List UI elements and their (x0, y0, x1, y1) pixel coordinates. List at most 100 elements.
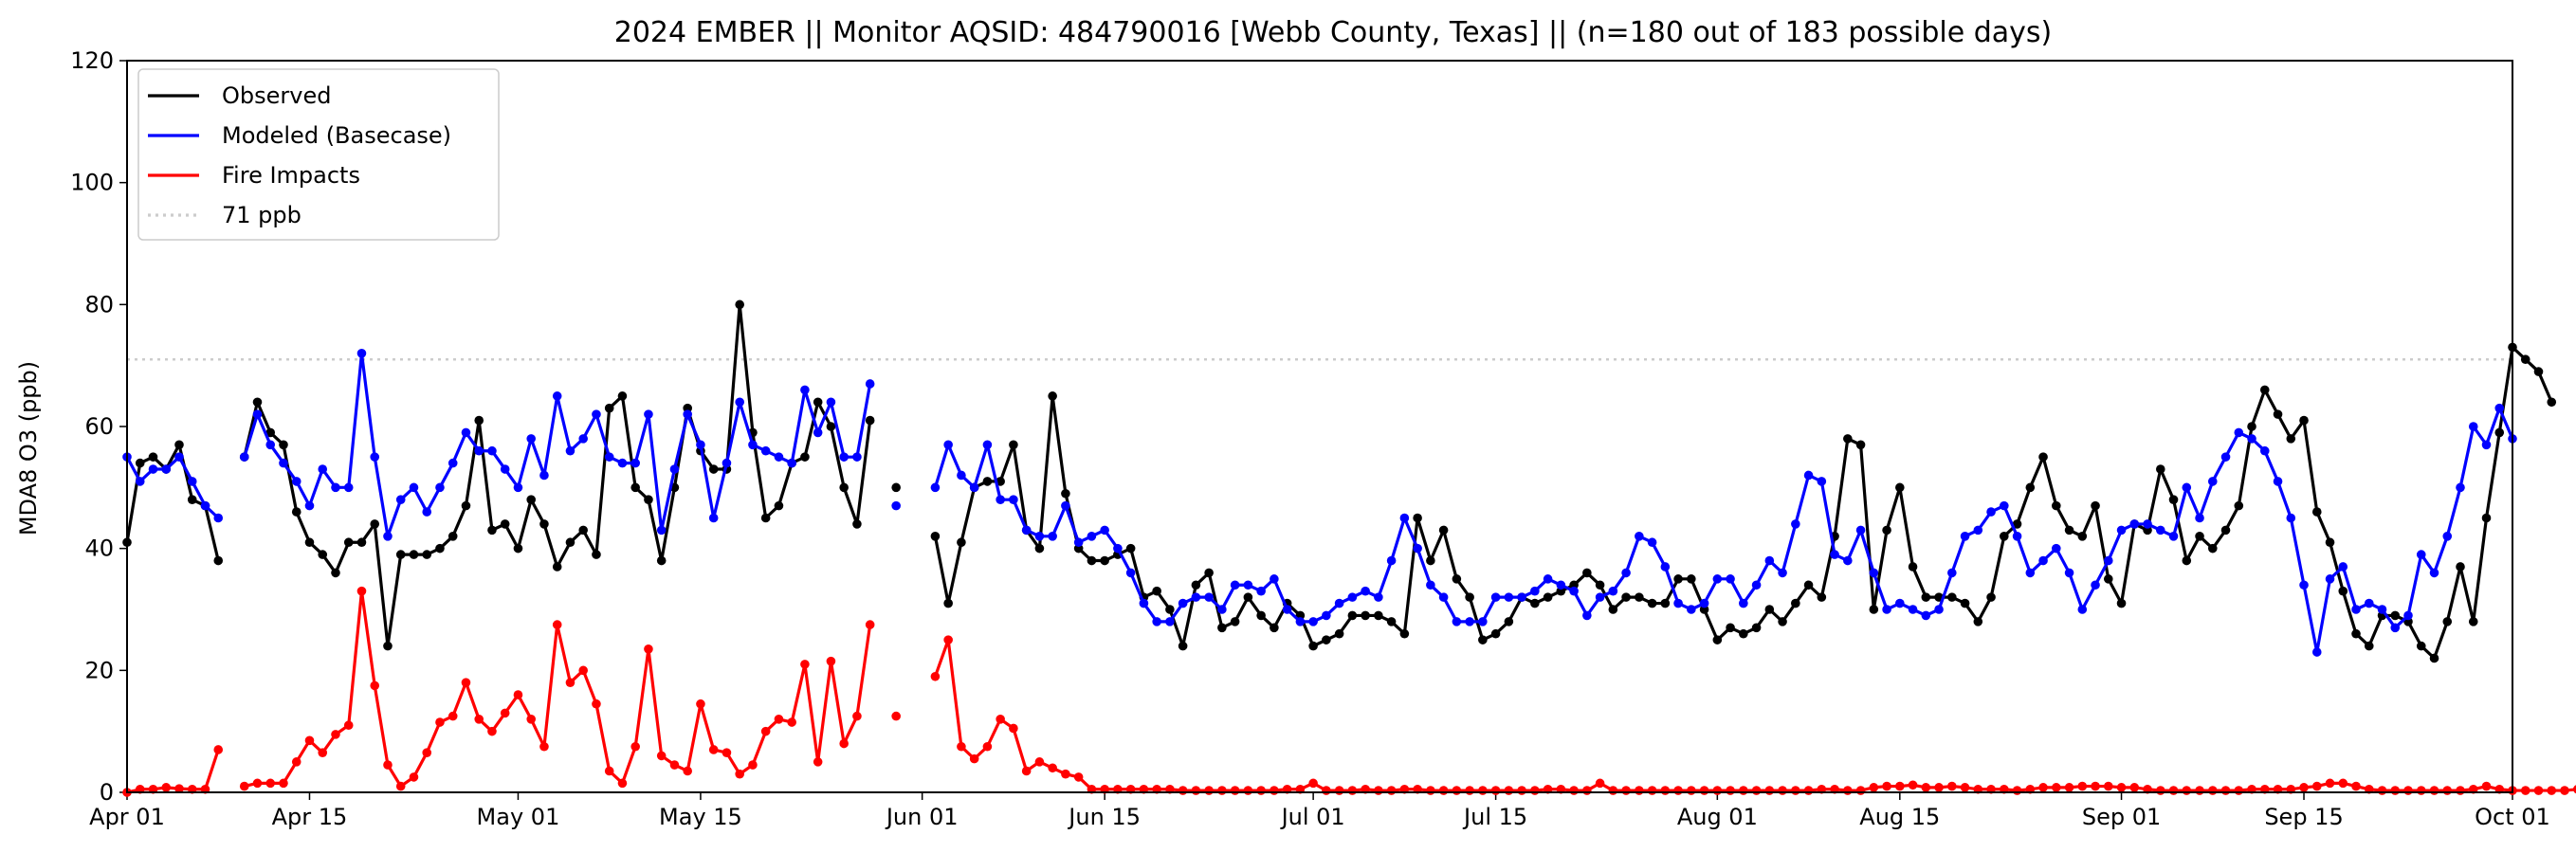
data-point-fire-impacts (696, 699, 705, 709)
data-point-modeled-basecase (2091, 580, 2100, 590)
data-point-modeled-basecase (1399, 513, 1410, 523)
data-point-fire-impacts (539, 741, 549, 752)
data-point-fire-impacts (644, 644, 653, 654)
data-point-observed (2364, 641, 2374, 651)
data-point-fire-impacts (395, 781, 406, 791)
data-point-fire-impacts (865, 620, 875, 629)
data-point-fire-impacts (1869, 783, 1879, 792)
data-point-observed (2077, 532, 2088, 541)
data-point-modeled-basecase (982, 440, 993, 450)
data-point-modeled-basecase (1191, 592, 1201, 602)
data-point-observed (2494, 427, 2505, 438)
data-point-fire-impacts (161, 783, 172, 792)
data-point-modeled-basecase (435, 482, 445, 493)
data-point-observed (1712, 635, 1723, 644)
data-point-fire-impacts (969, 753, 979, 764)
data-point-modeled-basecase (1426, 580, 1435, 590)
data-point-modeled-basecase (1165, 617, 1175, 626)
data-point-observed (1256, 610, 1266, 621)
data-point-observed (148, 452, 158, 462)
data-point-observed (474, 415, 484, 426)
data-point-modeled-basecase (2429, 568, 2439, 578)
data-point-fire-impacts (2572, 785, 2576, 794)
data-point-observed (1608, 605, 1618, 614)
data-point-fire-impacts (2116, 783, 2127, 792)
data-point-modeled-basecase (1569, 586, 1579, 596)
data-point-observed (213, 555, 224, 566)
data-point-fire-impacts (1256, 786, 1266, 795)
y-tick-label: 40 (84, 535, 114, 562)
data-point-observed (2000, 532, 2009, 541)
data-point-observed (395, 550, 406, 559)
data-point-modeled-basecase (318, 464, 328, 474)
data-point-observed (1178, 641, 1188, 651)
data-point-observed (604, 403, 614, 413)
data-point-observed (1673, 574, 1683, 584)
data-point-observed (343, 537, 354, 548)
legend-label: Observed (222, 82, 331, 109)
data-point-modeled-basecase (1243, 580, 1253, 590)
data-point-observed (617, 391, 628, 401)
data-point-fire-impacts (1438, 786, 1449, 795)
data-point-observed (526, 495, 537, 504)
data-point-modeled-basecase (1843, 555, 1853, 566)
data-point-fire-impacts (1178, 786, 1188, 795)
data-point-modeled-basecase (135, 477, 145, 486)
data-point-observed (982, 477, 993, 486)
data-point-fire-impacts (2311, 781, 2322, 791)
data-point-observed (1322, 635, 1331, 644)
x-tick-label: May 01 (477, 804, 560, 830)
data-point-modeled-basecase (2220, 452, 2231, 462)
data-point-modeled-basecase (565, 445, 575, 456)
data-point-modeled-basecase (1361, 586, 1370, 596)
data-point-fire-impacts (1921, 783, 1931, 792)
data-point-observed (500, 519, 510, 529)
data-point-modeled-basecase (1295, 617, 1306, 626)
data-point-modeled-basecase (1960, 532, 1970, 541)
x-tick-label: Oct 01 (2475, 804, 2550, 830)
data-point-observed (865, 415, 875, 426)
data-point-observed (356, 537, 367, 548)
data-point-fire-impacts (1791, 786, 1800, 795)
legend-label: Fire Impacts (222, 162, 360, 189)
data-point-observed (409, 550, 419, 559)
data-point-fire-impacts (943, 635, 953, 644)
data-point-fire-impacts (1191, 786, 1201, 795)
data-point-observed (1751, 623, 1762, 633)
data-point-modeled-basecase (279, 458, 288, 468)
data-point-modeled-basecase (1465, 617, 1474, 626)
data-point-observed (331, 568, 340, 578)
data-point-fire-impacts (722, 748, 732, 757)
data-point-fire-impacts (1582, 786, 1592, 795)
data-point-fire-impacts (2103, 781, 2113, 791)
data-point-fire-impacts (2064, 783, 2074, 792)
data-point-fire-impacts (1595, 778, 1605, 789)
data-point-modeled-basecase (2442, 532, 2453, 541)
data-point-modeled-basecase (187, 477, 197, 486)
data-point-modeled-basecase (1100, 525, 1109, 535)
data-point-observed (578, 525, 589, 535)
y-tick-label: 60 (84, 413, 114, 440)
data-point-observed (2025, 482, 2036, 493)
data-point-modeled-basecase (239, 452, 249, 462)
data-point-modeled-basecase (813, 427, 823, 438)
data-point-observed (2547, 397, 2557, 408)
data-point-observed (2325, 537, 2335, 548)
data-point-fire-impacts (474, 715, 484, 724)
data-point-modeled-basecase (669, 464, 680, 474)
data-point-modeled-basecase (2051, 543, 2061, 554)
data-point-fire-impacts (2234, 786, 2244, 795)
data-point-fire-impacts (435, 717, 445, 727)
data-point-modeled-basecase (1048, 532, 1057, 541)
data-point-observed (774, 500, 784, 511)
data-point-observed (2038, 452, 2048, 462)
data-point-observed (1386, 617, 1397, 626)
data-point-observed (2012, 519, 2022, 529)
data-point-modeled-basecase (1908, 605, 1918, 614)
data-point-observed (1230, 617, 1240, 626)
data-point-modeled-basecase (1178, 598, 1188, 608)
data-point-fire-impacts (1048, 763, 1057, 773)
data-point-observed (1621, 592, 1631, 602)
data-point-fire-impacts (1322, 786, 1331, 795)
data-point-observed (1595, 580, 1605, 590)
